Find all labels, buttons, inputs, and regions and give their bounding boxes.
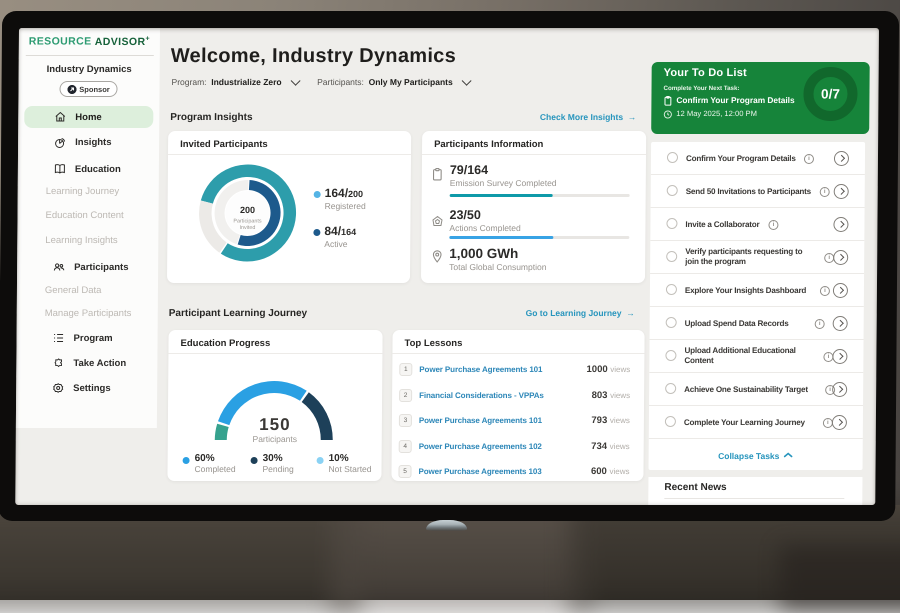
svg-text:Participants: Participants (233, 219, 262, 225)
svg-text:Invited: Invited (239, 225, 255, 231)
svg-text:0/7: 0/7 (821, 87, 840, 102)
svg-text:200: 200 (240, 205, 255, 215)
